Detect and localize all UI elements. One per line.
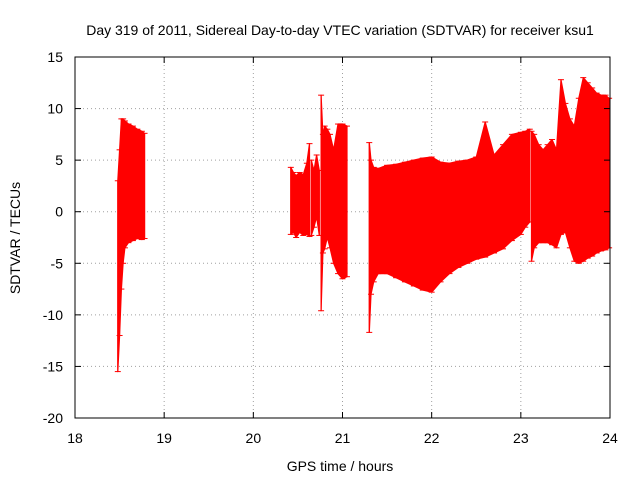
y-tick-label: -15 (43, 358, 63, 374)
error-bar (120, 118, 127, 264)
error-bar (129, 125, 136, 242)
y-axis-label: SDTVAR / TECUs (7, 182, 23, 294)
y-tick-label: 15 (47, 49, 63, 65)
x-tick-label: 23 (513, 430, 529, 446)
x-axis-label: GPS time / hours (287, 458, 394, 474)
error-bar (296, 172, 303, 233)
y-tick-label: 0 (55, 204, 63, 220)
error-bar (321, 125, 328, 250)
error-bar (593, 92, 600, 254)
y-tick-label: -20 (43, 410, 63, 426)
error-bar (580, 77, 587, 262)
y-tick-label: -5 (51, 255, 64, 271)
sdtvar-envelope (310, 154, 320, 236)
error-bar (508, 133, 515, 242)
error-bar (446, 162, 453, 275)
error-bar (368, 159, 375, 295)
x-tick-label: 24 (602, 430, 618, 446)
error-bar (343, 125, 350, 278)
chart-title: Day 319 of 2011, Sidereal Day-to-day VTE… (86, 22, 594, 38)
axis-ticks: 18 19 20 21 22 23 24 -20 -15 -10 -5 0 5 10 15 (43, 49, 618, 446)
error-bar (571, 125, 578, 262)
error-bar (522, 130, 529, 228)
error-bar (589, 87, 596, 257)
error-bar (303, 162, 310, 235)
data-series (114, 77, 613, 373)
error-bar (290, 172, 297, 233)
x-tick-label: 18 (67, 430, 83, 446)
error-bar (455, 160, 462, 268)
error-bar (491, 154, 498, 254)
error-bar (562, 102, 569, 233)
y-tick-label: -10 (43, 307, 63, 323)
error-bar (549, 139, 556, 246)
error-bar (330, 149, 337, 264)
error-bar (606, 97, 613, 249)
error-bar (401, 161, 408, 283)
error-bar (370, 166, 377, 283)
error-bar (602, 94, 609, 251)
error-bar (464, 159, 471, 264)
error-bar (366, 142, 373, 333)
error-bar (293, 175, 300, 238)
error-bar (384, 164, 391, 275)
error-bar (138, 130, 145, 241)
error-bar (517, 131, 524, 235)
error-bar (300, 174, 307, 236)
error-bar (575, 97, 582, 264)
error-bar (318, 94, 325, 312)
y-tick-label: 5 (55, 152, 63, 168)
error-bar (544, 144, 551, 244)
error-bar (482, 121, 489, 258)
error-bar (419, 157, 426, 291)
error-bar (557, 79, 564, 235)
error-bar (287, 166, 294, 235)
error-bar (308, 159, 315, 236)
error-bar (313, 154, 320, 218)
error-bar (531, 133, 538, 249)
x-tick-label: 21 (335, 430, 351, 446)
error-bar (327, 133, 334, 249)
error-bar (375, 167, 382, 275)
x-tick-label: 22 (424, 430, 440, 446)
error-bar (141, 132, 148, 240)
error-bar (500, 144, 506, 250)
error-bar (393, 163, 399, 279)
error-bar (125, 123, 132, 244)
error-bar (310, 169, 317, 228)
error-bar (437, 161, 444, 283)
error-bar (306, 143, 313, 237)
y-tick-label: 10 (47, 101, 63, 117)
error-bar (566, 118, 573, 249)
error-bar (473, 156, 480, 260)
error-bar (339, 123, 346, 280)
error-bar (324, 128, 331, 238)
x-tick-label: 20 (246, 430, 262, 446)
error-bar (584, 82, 591, 259)
error-bar (134, 128, 141, 240)
x-tick-label: 19 (156, 430, 172, 446)
error-bar (528, 130, 535, 262)
error-bar (410, 159, 417, 287)
error-bar (553, 149, 560, 249)
error-bar (121, 120, 128, 249)
error-bar (428, 156, 435, 293)
